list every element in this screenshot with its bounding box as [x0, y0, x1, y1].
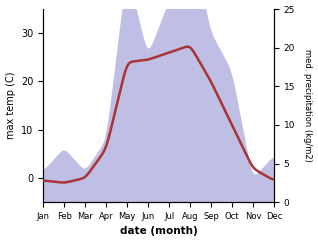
- Y-axis label: max temp (C): max temp (C): [5, 72, 16, 139]
- Y-axis label: med. precipitation (kg/m2): med. precipitation (kg/m2): [303, 49, 313, 162]
- X-axis label: date (month): date (month): [120, 227, 197, 236]
